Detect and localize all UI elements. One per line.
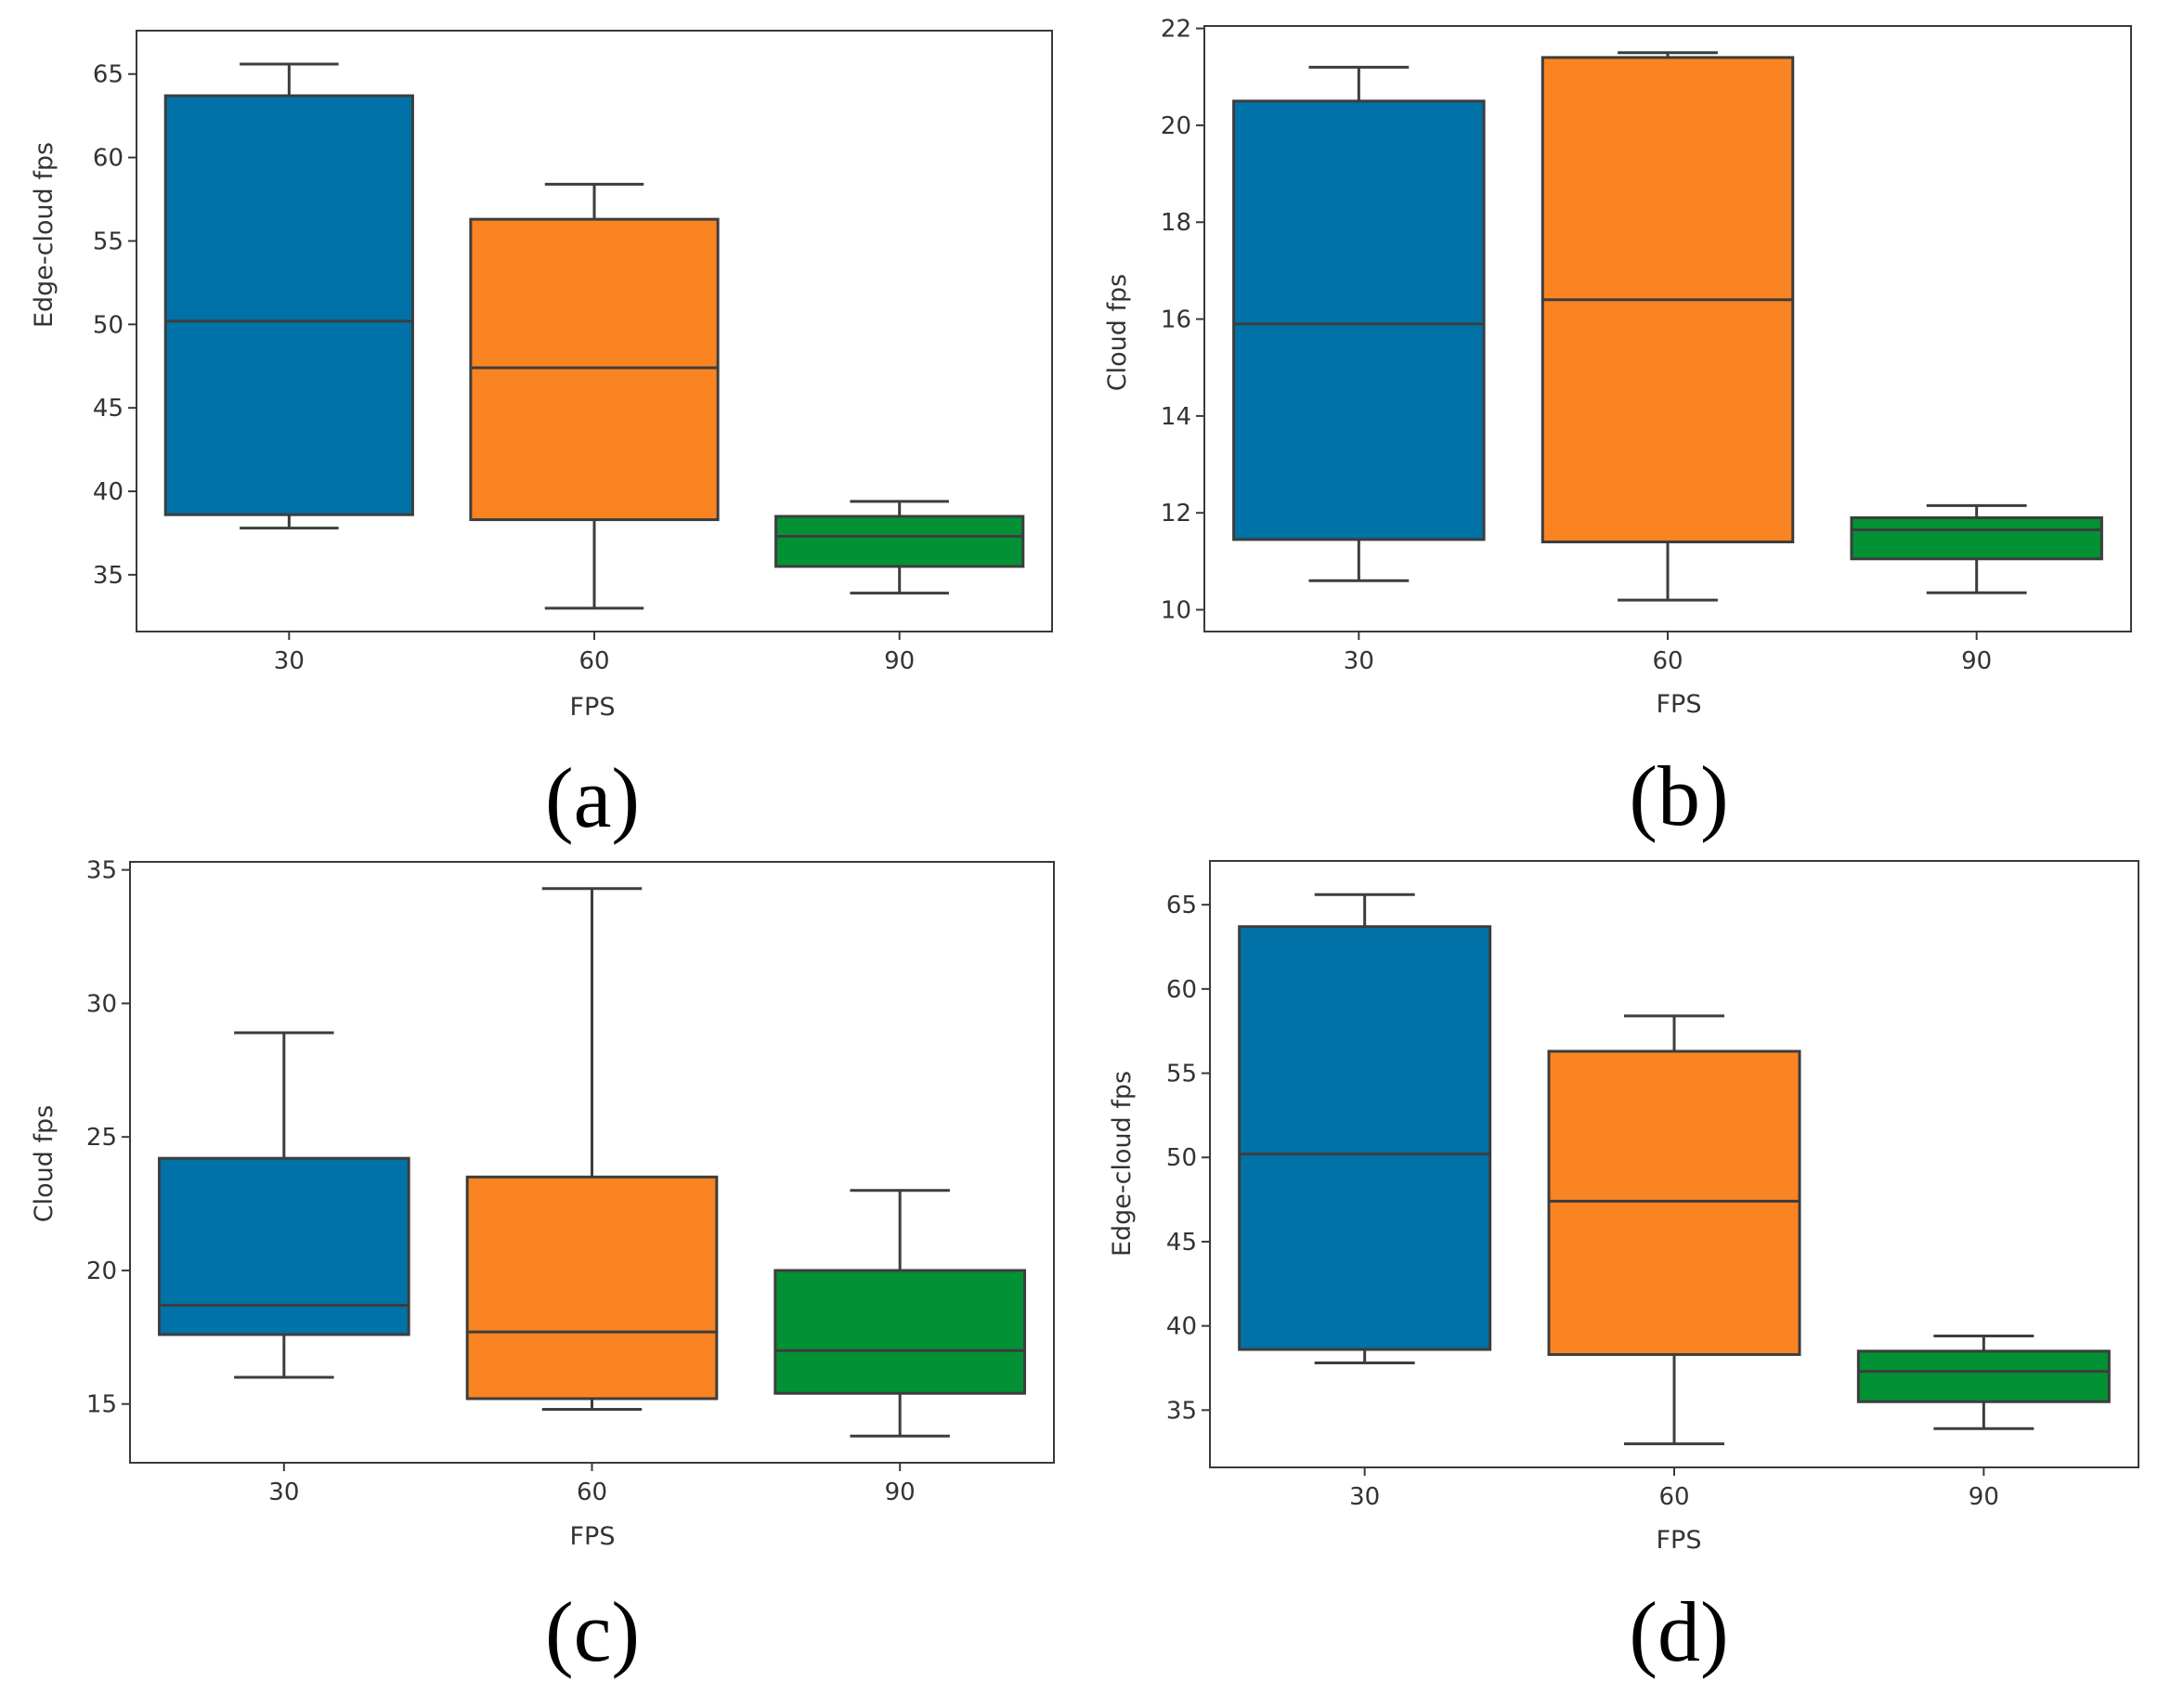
- panel-d-box-30: [1238, 893, 1492, 1365]
- panel-a-ylabel: Edge-cloud fps: [30, 142, 58, 328]
- iqr-box: [465, 1175, 719, 1401]
- iqr-box: [1232, 99, 1486, 541]
- panel-c-ytick-label: 25: [86, 1124, 117, 1152]
- panel-c-box-30: [158, 1031, 410, 1379]
- panel-b-box-60: [1540, 51, 1795, 602]
- panel-a-xtick-label: 60: [578, 647, 609, 675]
- panel-c-ytick-label: 15: [86, 1391, 117, 1419]
- iqr-box: [774, 515, 1025, 568]
- iqr-box: [1238, 925, 1492, 1351]
- panel-d-ytick-label: 40: [1166, 1313, 1197, 1341]
- panel-d-ytick-label: 35: [1166, 1397, 1197, 1425]
- panel-a-ytick-label: 55: [93, 228, 124, 255]
- panel-c-ytick-label: 35: [86, 857, 117, 885]
- panel-a-ytick-label: 50: [93, 311, 124, 339]
- panel-c-caption: (c): [545, 1584, 640, 1679]
- panel-d-ytick-label: 65: [1166, 892, 1197, 919]
- panel-b-caption: (b): [1629, 749, 1728, 843]
- panel-a-xtick-label: 90: [884, 647, 915, 675]
- panel-d-caption: (d): [1629, 1584, 1728, 1679]
- panel-a-xtick-label: 30: [274, 647, 305, 675]
- iqr-box: [1850, 515, 2103, 561]
- panel-d-ytick-label: 60: [1166, 976, 1197, 1004]
- iqr-box: [1547, 1049, 1801, 1356]
- panel-b: Cloud fps FPS (b) 10 12 14 16 18 20 22 30 60 90: [1103, 16, 2132, 843]
- panel-b-ytick-label: 12: [1161, 500, 1191, 528]
- panel-a-box-30: [163, 62, 414, 530]
- panel-c-xlabel: FPS: [570, 1522, 616, 1551]
- panel-a-xlabel: FPS: [570, 693, 616, 722]
- panel-a-ytick-label: 40: [93, 478, 124, 506]
- panel-d-ylabel: Edge-cloud fps: [1108, 1071, 1137, 1257]
- panel-c-xtick-label: 60: [577, 1479, 607, 1506]
- panel-d-xtick-label: 60: [1658, 1483, 1689, 1511]
- iqr-box: [163, 94, 414, 516]
- panel-a-box-60: [469, 182, 720, 610]
- panel-b-ytick-label: 16: [1161, 306, 1191, 334]
- panel-d-ytick-label: 55: [1166, 1061, 1197, 1088]
- panel-b-xtick-label: 30: [1344, 647, 1374, 675]
- panel-b-ylabel: Cloud fps: [1103, 274, 1132, 391]
- panel-a-caption: (a): [545, 750, 640, 845]
- panel-a-ytick-label: 60: [93, 145, 124, 173]
- panel-b-ytick-label: 14: [1161, 403, 1191, 431]
- panel-d-ytick-label: 50: [1166, 1144, 1197, 1172]
- panel-a: Edge-cloud fps FPS (a) 35 40 45 50 55 60 65 30 6…: [30, 30, 1053, 845]
- panel-b-xtick-label: 60: [1652, 647, 1683, 675]
- panel-c-box-90: [774, 1189, 1026, 1438]
- panel-b-ytick-label: 18: [1161, 209, 1191, 237]
- panel-d-box-60: [1547, 1014, 1801, 1446]
- panel-c: Cloud fps FPS (c) 15 20 25 30 35 30 60 90: [30, 857, 1055, 1679]
- panel-c-ytick-label: 30: [86, 990, 117, 1018]
- panel-d-xlabel: FPS: [1657, 1526, 1702, 1555]
- panel-a-box-90: [774, 500, 1025, 595]
- panel-b-box-90: [1850, 503, 2103, 594]
- panel-d-xtick-label: 90: [1969, 1483, 1999, 1511]
- panel-b-ytick-label: 20: [1161, 112, 1191, 140]
- panel-d-xtick-label: 30: [1349, 1483, 1380, 1511]
- panel-d-box-90: [1856, 1335, 2111, 1430]
- panel-a-ytick-label: 65: [93, 61, 124, 89]
- panel-a-ytick-label: 35: [93, 562, 124, 590]
- iqr-box: [774, 1269, 1026, 1395]
- panel-c-ylabel: Cloud fps: [30, 1105, 58, 1222]
- panel-c-ytick-label: 20: [86, 1257, 117, 1285]
- panel-c-box-60: [465, 887, 719, 1411]
- iqr-box: [469, 217, 720, 522]
- panel-d-ytick-label: 45: [1166, 1229, 1197, 1257]
- panel-b-box-30: [1232, 65, 1486, 582]
- iqr-box: [158, 1156, 410, 1336]
- panel-c-xtick-label: 30: [268, 1479, 299, 1506]
- panel-b-ytick-label: 22: [1161, 16, 1191, 44]
- panel-b-xlabel: FPS: [1657, 690, 1702, 719]
- panel-c-xtick-label: 90: [885, 1479, 916, 1506]
- iqr-box: [1856, 1349, 2111, 1403]
- panel-d: Edge-cloud fps FPS (d) 35 40 45 50 55 60 65 30 6…: [1108, 860, 2139, 1679]
- panel-a-ytick-label: 45: [93, 395, 124, 423]
- panel-b-xtick-label: 90: [1961, 647, 1992, 675]
- panel-b-ytick-label: 10: [1161, 597, 1191, 625]
